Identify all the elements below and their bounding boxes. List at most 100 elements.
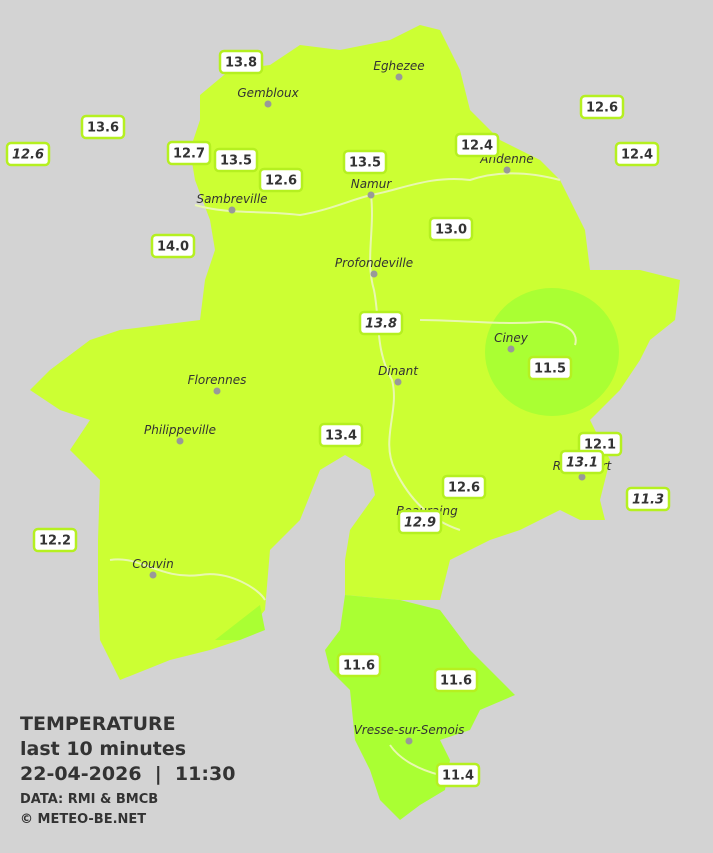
- station-value: 13.5: [349, 156, 381, 171]
- city-label: Profondeville: [335, 256, 413, 270]
- station-box: [435, 762, 481, 788]
- station-box: [625, 486, 671, 512]
- station-box: [166, 140, 212, 166]
- rivers: [109, 172, 577, 776]
- station-value: 11.6: [343, 659, 375, 674]
- station-box: [342, 149, 388, 175]
- legend-timestamp: 22-04-2026 | 11:30: [20, 763, 235, 785]
- station-box: [559, 449, 605, 475]
- city-label: Couvin: [132, 557, 173, 571]
- station: 12.7: [166, 140, 212, 166]
- province-area: [30, 25, 680, 680]
- station-box: [318, 422, 364, 448]
- station-value: 12.7: [173, 147, 205, 162]
- station: 12.6: [579, 94, 625, 120]
- station: 12.6: [258, 167, 304, 193]
- station: 12.2: [32, 527, 78, 553]
- city-label: Eghezee: [373, 59, 424, 73]
- city-label: Florennes: [188, 373, 247, 387]
- station: 12.4: [614, 141, 660, 167]
- station-value: 12.6: [12, 148, 44, 163]
- station: 12.6: [5, 141, 51, 167]
- station-box: [433, 667, 479, 693]
- stations: 13.8 13.6 12.6 12.7 13.5 12.6 13.5 12.4 12.6 12.4…: [5, 49, 671, 788]
- city-dot: [176, 437, 184, 445]
- station-box: [218, 49, 264, 75]
- city-dot: [394, 378, 402, 386]
- legend: TEMPERATURE last 10 minutes 22-04-2026 |…: [20, 713, 235, 827]
- legend-title: TEMPERATURE: [20, 713, 176, 735]
- river: [109, 558, 266, 601]
- station: 13.0: [428, 216, 474, 242]
- city-label: Namur: [351, 177, 393, 191]
- station-box: [428, 216, 474, 242]
- cooler-area: [215, 605, 265, 640]
- station: 13.6: [80, 114, 126, 140]
- station-box: [397, 509, 443, 535]
- legend-source: DATA: RMI & BMCB: [20, 792, 158, 807]
- station-box: [150, 233, 196, 259]
- station-value: 13.1: [566, 456, 598, 471]
- city-dot: [503, 166, 511, 174]
- station-value: 12.9: [404, 516, 436, 531]
- station-value: 12.1: [584, 438, 616, 453]
- station: 11.3: [625, 486, 671, 512]
- station-value: 12.4: [621, 148, 653, 163]
- station-box: [579, 94, 625, 120]
- city-dot: [149, 571, 157, 579]
- cooler-area: [325, 595, 515, 820]
- station-value: 13.4: [325, 429, 357, 444]
- station: 13.8: [218, 49, 264, 75]
- station: 13.8: [358, 310, 404, 336]
- river: [389, 744, 441, 776]
- city-label: Dinant: [378, 364, 419, 378]
- station-value: 12.6: [448, 481, 480, 496]
- station: 11.6: [433, 667, 479, 693]
- station-box: [454, 132, 500, 158]
- station-box: [336, 652, 382, 678]
- city-dot: [578, 473, 586, 481]
- station: 13.4: [318, 422, 364, 448]
- station-value: 13.8: [365, 317, 397, 332]
- station: 13.5: [342, 149, 388, 175]
- river: [369, 194, 461, 531]
- cooler-area: [485, 288, 619, 416]
- station-box: [213, 147, 259, 173]
- station-box: [527, 355, 573, 381]
- legend-credit: © METEO-BE.NET: [20, 812, 146, 827]
- station-value: 14.0: [157, 240, 189, 255]
- city-dot: [264, 100, 272, 108]
- city-label: Vresse-sur-Semois: [354, 723, 465, 737]
- station-value: 11.5: [534, 362, 566, 377]
- city-dot: [507, 345, 515, 353]
- station: 12.6: [441, 474, 487, 500]
- station: 13.1: [559, 449, 605, 475]
- city-label: Ciney: [494, 331, 529, 345]
- city-dot: [370, 270, 378, 278]
- city-dot: [367, 191, 375, 199]
- station-box: [32, 527, 78, 553]
- station: 14.0: [150, 233, 196, 259]
- station-box: [5, 141, 51, 167]
- station: 13.5: [213, 147, 259, 173]
- station: 11.4: [435, 762, 481, 788]
- city-label: Gembloux: [237, 86, 299, 100]
- station: 12.9: [397, 509, 443, 535]
- station-value: 12.4: [461, 139, 493, 154]
- city-dot: [228, 206, 236, 214]
- city-dot: [395, 73, 403, 81]
- city-dot: [405, 737, 413, 745]
- station-value: 13.6: [87, 121, 119, 136]
- station-box: [614, 141, 660, 167]
- station-value: 13.0: [435, 223, 467, 238]
- station-value: 11.3: [632, 493, 664, 508]
- city-label: Philippeville: [144, 423, 216, 437]
- station: 11.6: [336, 652, 382, 678]
- station-value: 12.6: [586, 101, 618, 116]
- station-value: 11.6: [440, 674, 472, 689]
- station-box: [80, 114, 126, 140]
- station-box: [258, 167, 304, 193]
- city-dot: [213, 387, 221, 395]
- city-label: Sambreville: [196, 192, 267, 206]
